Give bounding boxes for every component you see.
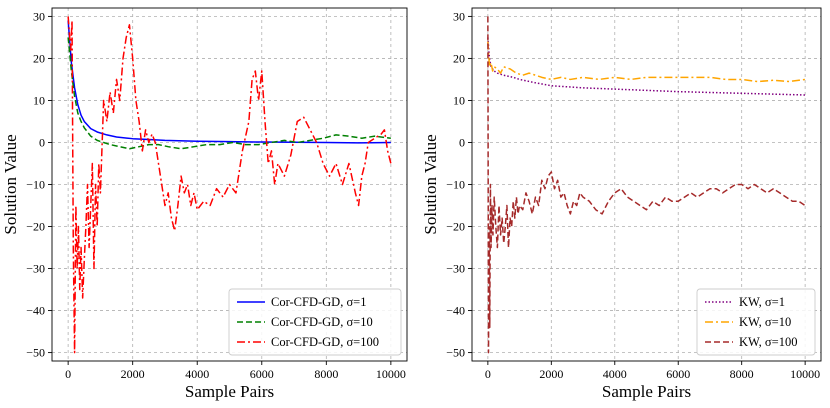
x-tick-label: 8000 <box>730 367 754 381</box>
y-tick-label: −10 <box>446 178 465 192</box>
y-tick-label: 30 <box>453 9 465 23</box>
legend-box <box>228 288 402 356</box>
y-tick-label: −50 <box>26 346 45 360</box>
y-tick-label: 30 <box>33 9 45 23</box>
y-tick-label: −30 <box>446 262 465 276</box>
x-tick-label: 6000 <box>250 367 274 381</box>
y-axis-label: Solution Value <box>421 134 440 234</box>
series-line-right-2 <box>487 16 806 354</box>
x-tick-label: 8000 <box>314 367 338 381</box>
legend-label: Cor-CFD-GD, σ=10 <box>271 315 373 329</box>
legend-label: KW, σ=10 <box>739 315 791 329</box>
legend: Cor-CFD-GD, σ=1 Cor-CFD-GD, σ=10 Cor-CFD-G… <box>228 288 402 356</box>
legend: KW, σ=1 KW, σ=10 KW, σ=100 <box>696 288 816 356</box>
series-line-right-1 <box>487 41 806 83</box>
x-tick-label: 10000 <box>790 367 820 381</box>
x-tick-label: 0 <box>65 367 71 381</box>
x-tick-label: 4000 <box>185 367 209 381</box>
series-line-left-1 <box>67 37 391 150</box>
y-tick-label: 20 <box>453 51 465 65</box>
legend-label: Cor-CFD-GD, σ=1 <box>271 295 366 309</box>
series-line-left-0 <box>67 20 391 144</box>
y-tick-label: 20 <box>33 51 45 65</box>
legend-label: Cor-CFD-GD, σ=100 <box>271 335 379 349</box>
legend-label: KW, σ=100 <box>739 335 797 349</box>
y-axis-label: Solution Value <box>1 134 20 234</box>
y-tick-label: −40 <box>446 304 465 318</box>
y-tick-label: −50 <box>446 346 465 360</box>
y-tick-label: 0 <box>39 135 45 149</box>
x-tick-label: 6000 <box>666 367 690 381</box>
y-tick-label: −20 <box>446 220 465 234</box>
panel-left: 0 2000 4000 6000 8000 10000 −50 −40 −30 −20 −10 0 10… <box>1 7 408 401</box>
y-tick-label: 10 <box>453 93 465 107</box>
x-tick-label: 0 <box>485 367 491 381</box>
y-tick-label: 0 <box>459 135 465 149</box>
x-axis-label: Sample Pairs <box>602 382 691 401</box>
y-tick-label: 10 <box>33 93 45 107</box>
x-tick-label: 10000 <box>376 367 406 381</box>
y-tick-label: −30 <box>26 262 45 276</box>
panel-right: 0 2000 4000 6000 8000 10000 −50 −40 −30 −20 −10 0 10… <box>421 7 822 401</box>
x-tick-label: 2000 <box>121 367 145 381</box>
series-line-left-2 <box>67 16 392 354</box>
x-tick-label: 4000 <box>603 367 627 381</box>
x-axis-label: Sample Pairs <box>185 382 274 401</box>
y-tick-label: −10 <box>26 178 45 192</box>
y-tick-label: −20 <box>26 220 45 234</box>
y-tick-label: −40 <box>26 304 45 318</box>
legend-box <box>696 288 816 356</box>
legend-label: KW, σ=1 <box>739 295 785 309</box>
x-tick-label: 2000 <box>539 367 563 381</box>
series-line-right-0 <box>487 37 806 96</box>
